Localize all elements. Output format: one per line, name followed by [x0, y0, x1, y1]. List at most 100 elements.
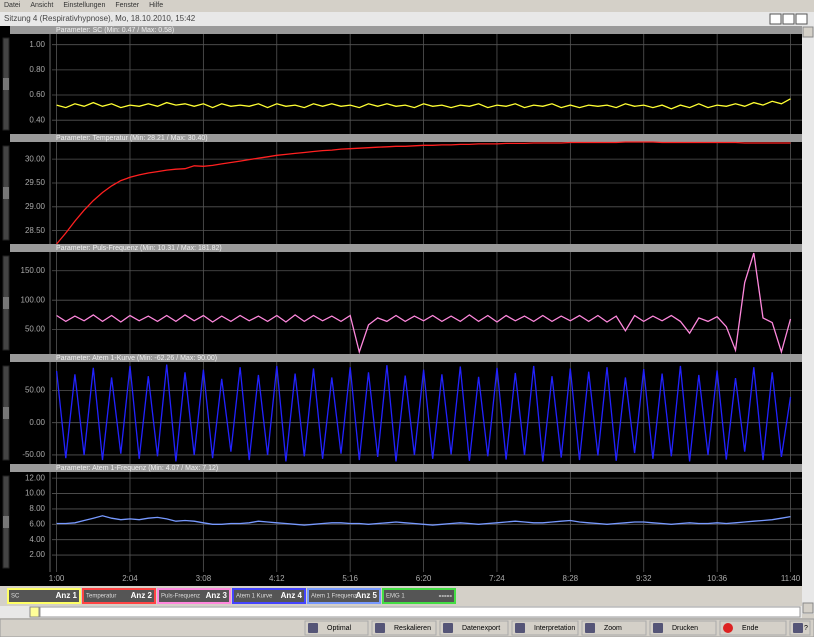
panel-title: Parameter: Atem 1-Frequenz (Min: 4.07 / …: [56, 465, 218, 472]
menu-item[interactable]: Ansicht: [30, 2, 53, 9]
x-tick-label: 9:32: [636, 574, 652, 583]
legend-label: Puls-Frequenz: [161, 594, 200, 600]
y-tick-label: 0.40: [29, 115, 45, 124]
legend-label: Atem 1 Kurve: [236, 594, 273, 600]
x-tick-label: 6:20: [416, 574, 432, 583]
scroll-down[interactable]: [802, 602, 814, 614]
toolbar-button[interactable]: [371, 620, 437, 636]
y-tick-label: 0.60: [29, 90, 45, 99]
toolbar-icon: [653, 623, 663, 633]
panel-header: [10, 244, 802, 252]
toolbar-label: Zoom: [604, 625, 622, 632]
window-title: Sitzung 4 (Respirativhypnose), Mo, 18.10…: [4, 14, 196, 23]
minimize-button[interactable]: [769, 13, 782, 25]
panel-slider-thumb[interactable]: [3, 516, 9, 528]
panel-slider-thumb[interactable]: [3, 187, 9, 199]
y-tick-label: 10.00: [25, 489, 46, 498]
title-bar: [0, 12, 814, 26]
toolbar-button[interactable]: [304, 620, 369, 636]
y-tick-label: 8.00: [29, 504, 45, 513]
legend-display: -----: [439, 591, 453, 600]
panel-slider-thumb[interactable]: [3, 407, 9, 419]
data-line: [56, 252, 792, 355]
toolbar-icon: [723, 623, 733, 633]
toolbar-button[interactable]: [439, 620, 509, 636]
legend-label: SC: [11, 594, 20, 600]
x-tick-label: 1:00: [49, 574, 65, 583]
toolbar-icon: [308, 623, 318, 633]
vertical-scrollbar[interactable]: [802, 26, 814, 614]
toolbar-label: Datenexport: [462, 625, 500, 632]
chart-area: [0, 26, 802, 586]
panel-header: [10, 354, 802, 362]
panel-header: [10, 134, 802, 142]
panel-header: [10, 464, 802, 472]
toolbar-label: Ende: [742, 625, 758, 632]
panel-title: Parameter: Atem 1-Kurve (Min: -62.26 / M…: [56, 355, 217, 362]
menu-item[interactable]: Fenster: [115, 2, 139, 9]
toolbar-button[interactable]: [511, 620, 579, 636]
toolbar-label: Optimal: [327, 625, 352, 632]
x-tick-label: 7:24: [489, 574, 505, 583]
panel-title: Parameter: Puls-Frequenz (Min: 10.31 / M…: [56, 245, 222, 252]
toolbar-icon: [443, 623, 453, 633]
legend-button[interactable]: [232, 588, 306, 604]
legend-label: Temperatur: [86, 594, 116, 600]
legend-display: Anz 4: [281, 591, 303, 600]
legend-button[interactable]: [382, 588, 456, 604]
menu-item[interactable]: Hilfe: [149, 2, 163, 9]
y-tick-label: 12.00: [25, 473, 46, 482]
panel-header: [10, 26, 802, 34]
toolbar-label: Reskalieren: [394, 625, 431, 632]
x-tick-label: 3:08: [196, 574, 212, 583]
y-tick-label: -50.00: [22, 450, 45, 459]
scroll-left[interactable]: [29, 606, 40, 618]
toolbar-icon: [793, 623, 803, 633]
legend-display: Anz 3: [206, 591, 228, 600]
data-line: [55, 364, 792, 462]
toolbar-label: Drucken: [672, 625, 698, 632]
legend-display: Anz 5: [356, 591, 378, 600]
scroll-up[interactable]: [802, 26, 814, 38]
legend-button[interactable]: [7, 588, 81, 604]
y-tick-label: 29.50: [25, 178, 46, 187]
y-tick-label: 2.00: [29, 550, 45, 559]
toolbar-button[interactable]: [719, 620, 787, 636]
data-line: [56, 98, 791, 110]
toolbar-button[interactable]: [581, 620, 647, 636]
maximize-button[interactable]: [782, 13, 795, 25]
y-tick-label: 29.00: [25, 202, 46, 211]
menu-item[interactable]: Datei: [4, 2, 21, 9]
legend-button[interactable]: [307, 588, 381, 604]
toolbar-label: Interpretation: [534, 625, 575, 632]
panel-title: Parameter: Temperatur (Min: 28.21 / Max:…: [56, 135, 208, 142]
x-tick-label: 11:40: [781, 574, 801, 583]
data-line: [56, 515, 791, 526]
toolbar-icon: [585, 623, 595, 633]
legend-display: Anz 2: [131, 591, 153, 600]
legend-display: Anz 1: [56, 591, 78, 600]
toolbar-icon: [375, 623, 385, 633]
toolbar-button[interactable]: [649, 620, 717, 636]
close-button[interactable]: [795, 13, 808, 25]
menu-item[interactable]: Einstellungen: [63, 2, 105, 9]
legend-button[interactable]: [82, 588, 156, 604]
y-tick-label: 6.00: [29, 519, 45, 528]
y-tick-label: 150.00: [21, 266, 46, 275]
x-tick-label: 2:04: [122, 574, 138, 583]
x-tick-label: 5:16: [342, 574, 358, 583]
scroll-track[interactable]: [39, 606, 801, 618]
y-tick-label: 0.80: [29, 65, 45, 74]
legend-button[interactable]: [157, 588, 231, 604]
y-tick-label: 50.00: [25, 386, 46, 395]
panel-slider-thumb[interactable]: [3, 297, 9, 309]
panel-slider-thumb[interactable]: [3, 78, 9, 90]
y-tick-label: 1.00: [29, 40, 45, 49]
y-tick-label: 28.50: [25, 226, 46, 235]
y-tick-label: 50.00: [25, 325, 46, 334]
y-tick-label: 30.00: [25, 154, 46, 163]
panel-title: Parameter: SC (Min: 0.47 / Max: 0.58): [56, 27, 174, 34]
toolbar-icon: [515, 623, 525, 633]
y-tick-label: 4.00: [29, 535, 45, 544]
